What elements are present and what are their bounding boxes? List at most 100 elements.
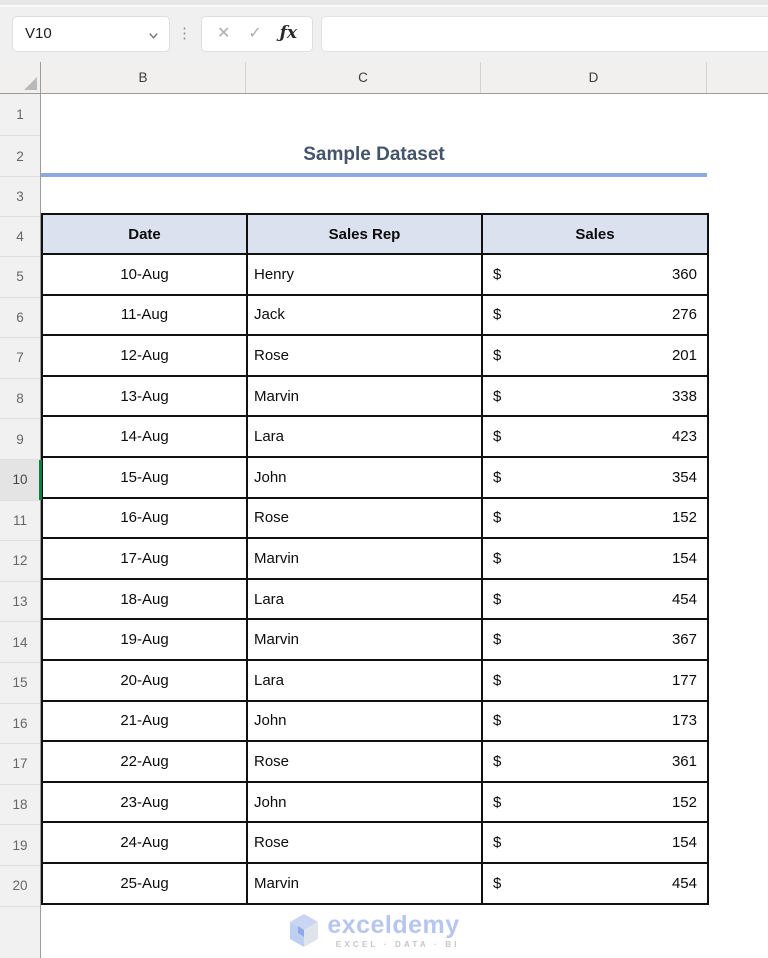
cell-sales-rep[interactable]: Marvin — [246, 861, 483, 905]
table-row: 19-Aug Marvin $ 367 — [41, 618, 709, 661]
row-header[interactable]: 2 — [0, 136, 40, 177]
cell-date[interactable]: 13-Aug — [41, 374, 248, 418]
table-row: 10-Aug Henry $ 360 — [41, 253, 709, 296]
row-header[interactable]: 4 — [0, 217, 40, 257]
column-header-strip: B C D — [0, 62, 768, 94]
currency-symbol: $ — [493, 306, 502, 324]
cell-sales[interactable]: $ 361 — [481, 740, 709, 783]
cell-date[interactable]: 19-Aug — [41, 618, 248, 661]
cell-sales-rep[interactable]: Lara — [246, 658, 483, 702]
cell-sales[interactable]: $ 152 — [481, 780, 709, 824]
cell-sales[interactable]: $ 154 — [481, 537, 709, 580]
amount-value: 354 — [671, 468, 697, 486]
cell-sales[interactable]: $ 338 — [481, 374, 709, 418]
empty-row-1[interactable] — [41, 94, 768, 136]
row-header[interactable]: 14 — [0, 622, 40, 663]
cell-date[interactable]: 11-Aug — [41, 293, 248, 337]
header-sales-rep[interactable]: Sales Rep — [246, 213, 483, 255]
page-title: Sample Dataset — [303, 143, 445, 165]
row-header[interactable]: 16 — [0, 704, 40, 745]
table-row: 24-Aug Rose $ 154 — [41, 821, 709, 864]
cell-sales[interactable]: $ 173 — [481, 699, 709, 743]
cell-sales-rep[interactable]: John — [246, 455, 483, 499]
row-header[interactable]: 1 — [0, 94, 40, 136]
row-header[interactable]: 8 — [0, 379, 40, 420]
cell-sales-rep[interactable]: Marvin — [246, 537, 483, 580]
cell-sales-rep[interactable]: Rose — [246, 334, 483, 377]
cell-date[interactable]: 22-Aug — [41, 740, 248, 783]
row-header[interactable]: 20 — [0, 866, 40, 907]
cell-sales[interactable]: $ 454 — [481, 861, 709, 905]
cell-date[interactable]: 20-Aug — [41, 658, 248, 702]
header-sales[interactable]: Sales — [481, 213, 709, 255]
cell-sales-rep[interactable]: Rose — [246, 821, 483, 864]
row-header[interactable]: 3 — [0, 177, 40, 217]
cell-sales[interactable]: $ 367 — [481, 618, 709, 661]
cell-date[interactable]: 21-Aug — [41, 699, 248, 743]
kebab-separator-icon: ⋮ — [177, 25, 192, 42]
row-header[interactable]: 9 — [0, 419, 40, 460]
row-header[interactable]: 18 — [0, 785, 40, 826]
row-header[interactable]: 12 — [0, 541, 40, 582]
cell-sales[interactable]: $ 154 — [481, 821, 709, 864]
cell-date[interactable]: 18-Aug — [41, 577, 248, 621]
enter-button[interactable]: ✓ — [248, 24, 262, 42]
row-header[interactable]: 13 — [0, 582, 40, 623]
cell-date[interactable]: 17-Aug — [41, 537, 248, 580]
cell-sales-rep[interactable]: Henry — [246, 253, 483, 296]
cell-date[interactable]: 15-Aug — [41, 455, 248, 499]
cell-sales[interactable]: $ 152 — [481, 496, 709, 540]
cell-sales-rep[interactable]: Rose — [246, 740, 483, 783]
cell-date[interactable]: 23-Aug — [41, 780, 248, 824]
cell-date[interactable]: 14-Aug — [41, 415, 248, 458]
cell-sales-rep[interactable]: Lara — [246, 415, 483, 458]
row-header[interactable]: 11 — [0, 501, 40, 542]
cell-sales[interactable]: $ 423 — [481, 415, 709, 458]
formula-bar-area: V10 ⋮ ✕ ✓ ƒx — [0, 0, 768, 62]
cell-sales[interactable]: $ 201 — [481, 334, 709, 377]
table-row: 14-Aug Lara $ 423 — [41, 415, 709, 458]
cell-date[interactable]: 10-Aug — [41, 253, 248, 296]
header-date[interactable]: Date — [41, 213, 248, 255]
cell-sales-rep[interactable]: Jack — [246, 293, 483, 337]
cell-sales[interactable]: $ 177 — [481, 658, 709, 702]
column-header-b[interactable]: B — [41, 62, 246, 93]
cell-sales-rep[interactable]: Marvin — [246, 374, 483, 418]
column-header-c[interactable]: C — [246, 62, 481, 93]
empty-row-3[interactable] — [41, 177, 768, 213]
row-header[interactable]: 19 — [0, 825, 40, 866]
row-header[interactable]: 5 — [0, 257, 40, 298]
row-header[interactable]: 17 — [0, 744, 40, 785]
currency-symbol: $ — [493, 265, 502, 283]
row-header[interactable]: 15 — [0, 663, 40, 704]
insert-function-button[interactable]: ƒx — [279, 23, 298, 43]
cell-sales[interactable]: $ 276 — [481, 293, 709, 337]
currency-symbol: $ — [493, 631, 502, 649]
row-header[interactable]: 7 — [0, 338, 40, 379]
formula-bar-input[interactable] — [321, 15, 768, 52]
cell-sales-rep[interactable]: Lara — [246, 577, 483, 621]
cell-sales-rep[interactable]: John — [246, 699, 483, 743]
currency-symbol: $ — [493, 428, 502, 446]
cell-sales[interactable]: $ 360 — [481, 253, 709, 296]
chevron-down-icon[interactable] — [148, 28, 159, 39]
cell-sales-rep[interactable]: Marvin — [246, 618, 483, 661]
row-header[interactable]: 10 — [0, 459, 42, 501]
cell-sales-rep[interactable]: Rose — [246, 496, 483, 540]
column-header-d[interactable]: D — [481, 62, 707, 93]
currency-symbol: $ — [493, 874, 502, 892]
cancel-button[interactable]: ✕ — [216, 24, 231, 42]
select-all-button[interactable] — [0, 62, 41, 93]
cell-date[interactable]: 24-Aug — [41, 821, 248, 864]
cell-date[interactable]: 16-Aug — [41, 496, 248, 540]
cell-date[interactable]: 25-Aug — [41, 861, 248, 905]
cell-sales[interactable]: $ 454 — [481, 577, 709, 621]
title-cell[interactable]: Sample Dataset — [41, 136, 707, 177]
cell-date[interactable]: 12-Aug — [41, 334, 248, 377]
name-box[interactable]: V10 — [12, 15, 170, 52]
cell-sales-rep[interactable]: John — [246, 780, 483, 824]
cell-sales[interactable]: $ 354 — [481, 455, 709, 499]
row-header-column: 1 2 3 4 5 6 7 8 9 10 11 12 13 14 15 16 1… — [0, 94, 42, 958]
row-header[interactable]: 6 — [0, 298, 40, 339]
column-header-rest[interactable] — [707, 62, 768, 93]
